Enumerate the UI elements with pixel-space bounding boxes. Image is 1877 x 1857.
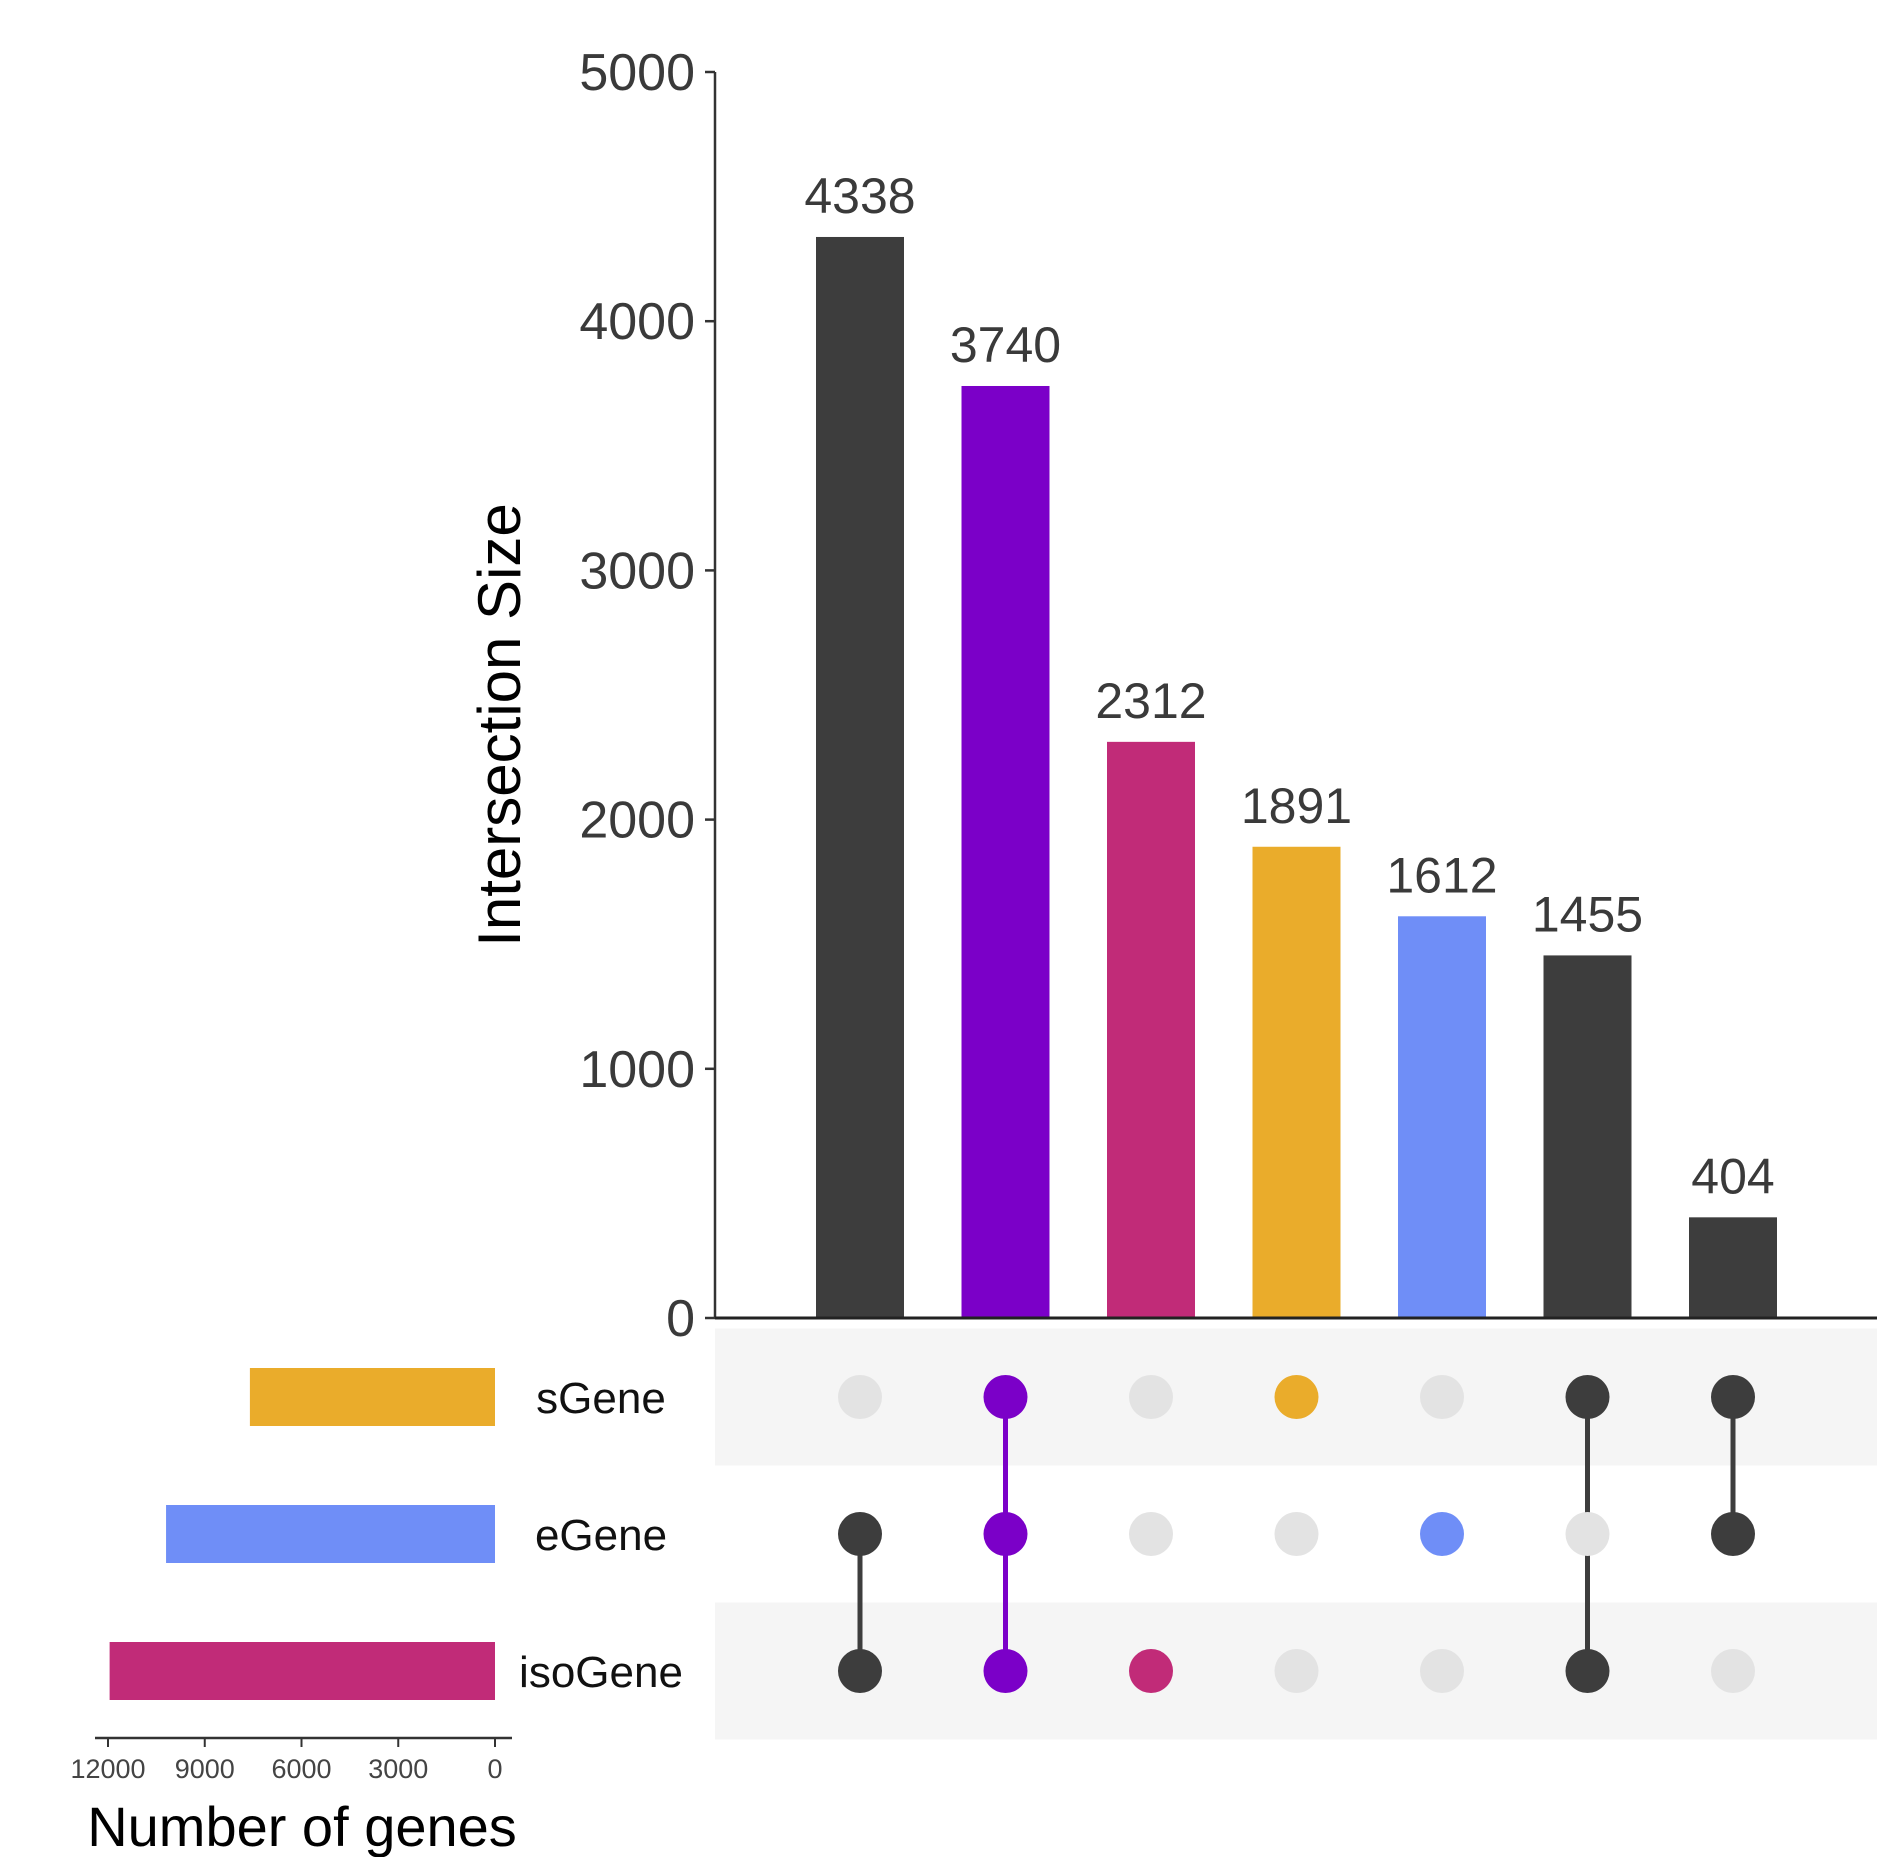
y-tick-label: 4000 xyxy=(579,293,695,351)
intersection-bar-value: 4338 xyxy=(804,168,915,224)
set-name-label: eGene xyxy=(535,1511,667,1560)
intersection-bar xyxy=(1689,1217,1777,1318)
intersection-bar-value: 2312 xyxy=(1095,673,1206,729)
intersection-matrix xyxy=(838,1375,1755,1693)
matrix-dot-active xyxy=(983,1512,1028,1556)
intersection-bar-value: 3740 xyxy=(950,317,1061,373)
matrix-dot-active xyxy=(1274,1375,1319,1419)
set-axis-tick-label: 12000 xyxy=(70,1754,145,1784)
matrix-dot-inactive xyxy=(1274,1512,1319,1556)
matrix-dot-active xyxy=(1565,1375,1610,1419)
matrix-dot-active xyxy=(1565,1649,1610,1693)
matrix-dot-active xyxy=(1129,1649,1173,1693)
intersection-bar xyxy=(1107,741,1195,1318)
matrix-dot-inactive xyxy=(1129,1512,1173,1556)
y-tick-label: 1000 xyxy=(579,1041,695,1099)
intersection-bar-value: 1612 xyxy=(1386,847,1497,903)
y-tick-label: 5000 xyxy=(579,44,695,102)
matrix-dot-inactive xyxy=(1711,1649,1755,1693)
intersection-bar xyxy=(961,385,1050,1318)
intersection-size-axis: 0 1000 2000 3000 4000 5000 xyxy=(579,44,1877,1348)
y-tick-label: 3000 xyxy=(579,542,695,600)
matrix-dot-inactive xyxy=(1129,1375,1173,1419)
matrix-dot-active xyxy=(838,1649,882,1693)
set-size-bar xyxy=(166,1505,496,1563)
matrix-dot-active xyxy=(1711,1512,1755,1556)
y-axis-label: Intersection Size xyxy=(466,503,533,947)
intersection-bar-labels: 4338 3740 2312 1891 1612 1455 404 xyxy=(804,168,1774,1204)
matrix-dot-inactive xyxy=(838,1375,882,1419)
matrix-dot-inactive xyxy=(1420,1375,1464,1419)
intersection-bar-value: 1891 xyxy=(1241,778,1352,834)
matrix-dot-active xyxy=(838,1512,882,1556)
set-size-bars xyxy=(109,1368,496,1700)
set-size-axis: 12000 9000 6000 3000 0 xyxy=(70,1736,512,1784)
set-name-label: isoGene xyxy=(519,1648,683,1697)
matrix-dot-inactive xyxy=(1565,1512,1610,1556)
set-axis-tick-label: 3000 xyxy=(368,1754,428,1784)
matrix-dot-active xyxy=(983,1375,1028,1419)
intersection-bar xyxy=(1252,846,1341,1318)
matrix-dot-active xyxy=(1420,1512,1464,1556)
intersection-bar-value: 1455 xyxy=(1532,886,1643,942)
y-tick-label: 2000 xyxy=(579,792,695,850)
set-size-bar xyxy=(109,1642,496,1700)
set-axis-tick-label: 0 xyxy=(487,1754,502,1784)
intersection-bar xyxy=(1398,916,1486,1318)
matrix-dot-inactive xyxy=(1274,1649,1319,1693)
set-axis-tick-label: 9000 xyxy=(175,1754,235,1784)
set-size-bar xyxy=(249,1368,495,1426)
set-size-axis-label: Number of genes xyxy=(87,1795,517,1857)
intersection-bar-value: 404 xyxy=(1691,1148,1774,1204)
matrix-dot-active xyxy=(1711,1375,1755,1419)
y-tick-label: 0 xyxy=(666,1290,695,1348)
intersection-bar xyxy=(816,236,904,1318)
matrix-dot-active xyxy=(983,1649,1028,1693)
intersection-bar xyxy=(1543,955,1632,1318)
matrix-dot-inactive xyxy=(1420,1649,1464,1693)
set-axis-tick-label: 6000 xyxy=(271,1754,331,1784)
set-name-label: sGene xyxy=(536,1374,666,1423)
intersection-bars xyxy=(816,236,1777,1318)
set-name-labels: sGene eGene isoGene xyxy=(519,1374,683,1697)
